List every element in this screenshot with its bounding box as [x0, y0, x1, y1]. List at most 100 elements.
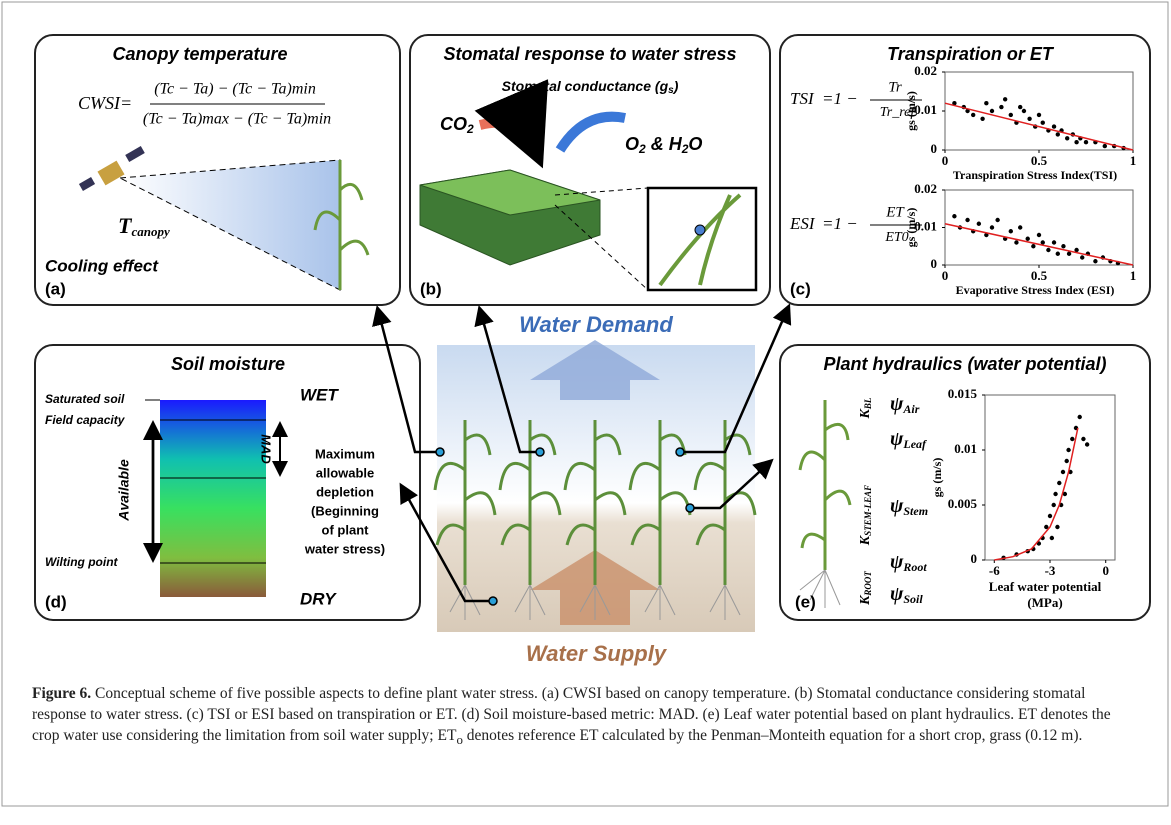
- mad-note-line: (Beginning: [311, 503, 379, 518]
- point: [1070, 437, 1074, 441]
- y-tick-label: 0: [931, 256, 938, 271]
- point: [999, 105, 1003, 109]
- x-axis-label: (MPa): [1027, 595, 1062, 610]
- point: [1081, 437, 1085, 441]
- point: [990, 109, 994, 113]
- point: [1065, 459, 1069, 463]
- point: [1061, 244, 1065, 248]
- point: [1061, 470, 1065, 474]
- plot-frame: [945, 72, 1133, 150]
- x-tick-label: 1: [1130, 268, 1137, 283]
- panel-title: Canopy temperature: [112, 44, 287, 64]
- panel-tag: (d): [45, 592, 67, 611]
- y-tick-label: 0.005: [948, 496, 978, 511]
- x-axis-label: Leaf water potential: [989, 579, 1102, 594]
- subscript: Root: [902, 560, 927, 574]
- point: [1046, 248, 1050, 252]
- mad-note-line: allowable: [316, 465, 375, 480]
- point: [1078, 415, 1082, 419]
- point: [1026, 237, 1030, 241]
- symbol: ψ: [890, 393, 904, 415]
- point: [1018, 225, 1022, 229]
- effect-label: Cooling effect: [45, 256, 159, 275]
- plot-frame: [945, 190, 1133, 265]
- text-part: O: [688, 134, 702, 154]
- point: [1093, 259, 1097, 263]
- point: [977, 222, 981, 226]
- point: [1065, 136, 1069, 140]
- formula-numerator: (Tc − Ta) − (Tc − Ta)min: [154, 81, 316, 98]
- point: [1057, 481, 1061, 485]
- point: [1027, 117, 1031, 121]
- point: [1037, 113, 1041, 117]
- point: [990, 225, 994, 229]
- point: [1022, 109, 1026, 113]
- level-label: Field capacity: [45, 413, 126, 427]
- level-label: Wilting point: [45, 555, 119, 569]
- subscript: BL: [863, 397, 873, 410]
- point: [1050, 536, 1054, 540]
- y-axis-label: gs (m/s): [904, 208, 918, 248]
- x-tick-label: -3: [1045, 563, 1056, 578]
- mad-note-line: of plant: [322, 522, 370, 537]
- point: [1014, 240, 1018, 244]
- point: [1056, 132, 1060, 136]
- y-tick-label: 0.02: [914, 181, 937, 196]
- subscript: ROOT: [863, 571, 873, 597]
- y-tick-label: 0: [931, 141, 938, 156]
- point: [971, 113, 975, 117]
- point: [984, 101, 988, 105]
- point: [1031, 244, 1035, 248]
- point: [1067, 252, 1071, 256]
- text-part: CO: [440, 114, 467, 134]
- y-tick-label: 0: [971, 551, 978, 566]
- point: [1066, 448, 1070, 452]
- x-tick-label: -6: [989, 563, 1000, 578]
- stoma: [695, 225, 705, 235]
- dry-label: DRY: [300, 589, 337, 608]
- x-tick-label: 0.5: [1031, 268, 1048, 283]
- conductance-label: Stomatal conductance (gs): [502, 78, 679, 96]
- point: [1103, 144, 1107, 148]
- text-part: O: [625, 134, 639, 154]
- x-tick-label: 0: [1102, 563, 1109, 578]
- mad-note-line: Maximum: [315, 446, 375, 461]
- text-part: & H: [646, 134, 683, 154]
- point: [1085, 442, 1089, 446]
- caption-label: Figure 6.: [32, 685, 91, 702]
- subscript: STEM-LEAF: [863, 485, 873, 536]
- panel-tag: (b): [420, 279, 442, 298]
- wet-label: WET: [300, 385, 339, 404]
- available-label: Available: [116, 459, 132, 522]
- point: [1003, 97, 1007, 101]
- point: [1052, 503, 1056, 507]
- figure: Canopy temperature CWSI= (Tc − Ta) − (Tc…: [0, 0, 1171, 820]
- panel-title: Transpiration or ET: [887, 44, 1055, 64]
- formula-numerator: ET: [885, 204, 905, 220]
- level-label: Saturated soil: [45, 392, 125, 406]
- point: [1056, 252, 1060, 256]
- formula-lhs: ESI: [789, 214, 816, 233]
- panel-tag: (e): [795, 592, 816, 611]
- demand-label: Water Demand: [519, 312, 673, 337]
- point: [1041, 240, 1045, 244]
- point: [1052, 240, 1056, 244]
- point: [1084, 140, 1088, 144]
- symbol: ψ: [890, 428, 904, 450]
- y-tick-label: 0.02: [914, 63, 937, 78]
- symbol: ψ: [890, 495, 904, 517]
- y-tick-label: 0.015: [948, 386, 978, 401]
- point: [965, 218, 969, 222]
- symbol: ψ: [890, 551, 904, 573]
- x-tick-label: 0: [942, 153, 949, 168]
- soil-column: [160, 400, 266, 597]
- point: [1074, 140, 1078, 144]
- point: [1037, 233, 1041, 237]
- point: [1052, 124, 1056, 128]
- subscript: Soil: [903, 592, 923, 606]
- point: [1048, 514, 1052, 518]
- x-tick-label: 1: [1130, 153, 1137, 168]
- caption-text: denotes reference ET calculated by the P…: [463, 727, 1083, 744]
- symbol: ψ: [890, 583, 904, 605]
- formula-op: =1 −: [822, 89, 858, 108]
